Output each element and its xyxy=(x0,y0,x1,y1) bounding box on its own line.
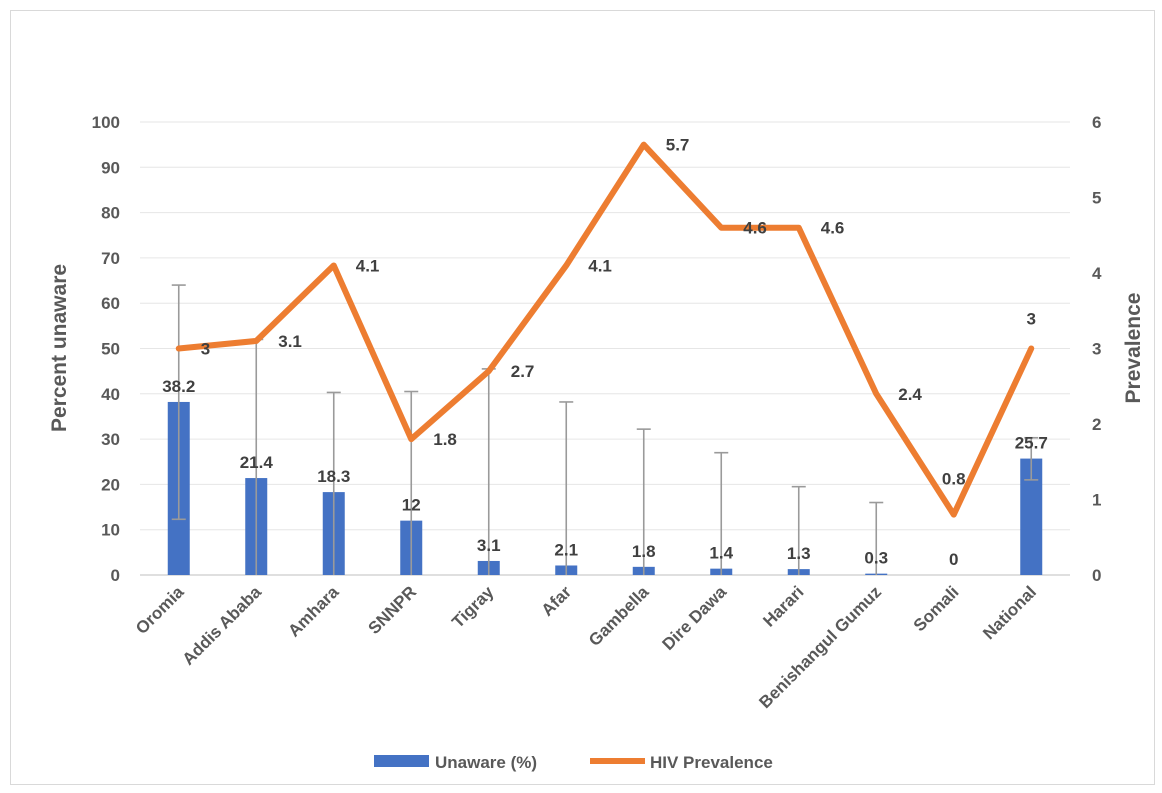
bar-value-label: 1.8 xyxy=(632,542,656,561)
y2-tick-label: 4 xyxy=(1092,264,1102,283)
y2-tick-label: 1 xyxy=(1092,491,1101,510)
bar xyxy=(1020,458,1043,575)
bar-value-label: 25.7 xyxy=(1015,434,1048,453)
chart-frame xyxy=(10,10,1155,785)
bar-data-labels: 38.2 21.4 18.3 12 3.1 2.1 1.8 1.4 1.3 0.3 0 25.7 xyxy=(162,377,1048,569)
y-tick-label: 40 xyxy=(101,385,120,404)
y-tick-label: 30 xyxy=(101,430,120,449)
line-value-label: 1.8 xyxy=(433,430,457,449)
category-label: National xyxy=(979,582,1040,643)
gridlines xyxy=(140,121,1070,576)
category-label: Somali xyxy=(910,582,963,635)
line-value-label: 4.1 xyxy=(588,256,612,275)
line-value-label: 4.1 xyxy=(356,256,380,275)
category-label: Addis Ababa xyxy=(179,582,266,669)
line-value-label: 3 xyxy=(1027,310,1036,329)
line-value-label: 0.8 xyxy=(942,470,966,489)
line-value-label: 2.7 xyxy=(511,362,535,381)
y-tick-label: 0 xyxy=(111,566,120,585)
bars-unaware xyxy=(167,401,1043,575)
line-value-label: 3 xyxy=(201,340,210,359)
category-label: SNNPR xyxy=(365,582,421,638)
y2-tick-label: 2 xyxy=(1092,415,1101,434)
category-label: Amhara xyxy=(284,582,343,641)
prevalence-line xyxy=(175,141,1035,518)
bar-value-label: 0 xyxy=(949,550,958,569)
line-hiv-prevalence xyxy=(175,141,1035,518)
y-tick-label: 90 xyxy=(101,158,120,177)
error-bars xyxy=(171,284,1039,575)
category-label: Gambella xyxy=(585,582,653,650)
category-label: Harari xyxy=(759,582,807,630)
y2-tick-label: 0 xyxy=(1092,566,1101,585)
legend-label-unaware: Unaware (%) xyxy=(435,753,537,772)
y2-tick-label: 5 xyxy=(1092,189,1101,208)
bar-value-label: 0.3 xyxy=(864,549,888,568)
bar-value-label: 3.1 xyxy=(477,536,501,555)
bar-value-label: 21.4 xyxy=(240,453,274,472)
line-value-label: 3.1 xyxy=(278,332,302,351)
bar-value-label: 38.2 xyxy=(162,377,195,396)
left-axis-ticks: 0 10 20 30 40 50 60 70 80 90 100 xyxy=(92,113,120,585)
legend: Unaware (%) HIV Prevalence xyxy=(374,753,773,772)
legend-label-prevalence: HIV Prevalence xyxy=(650,753,773,772)
y-axis-title: Percent unaware xyxy=(48,264,71,432)
y2-tick-label: 6 xyxy=(1092,113,1101,132)
y-tick-label: 60 xyxy=(101,294,120,313)
y-tick-label: 20 xyxy=(101,475,120,494)
category-label: Dire Dawa xyxy=(659,582,731,654)
line-value-label: 4.6 xyxy=(821,219,845,238)
legend-swatch-unaware xyxy=(374,755,429,767)
bar-value-label: 12 xyxy=(402,496,421,515)
line-data-labels: 3 3.1 4.1 1.8 2.7 4.1 5.7 4.6 4.6 2.4 0.8 3 xyxy=(201,136,1036,489)
line-value-label: 5.7 xyxy=(666,136,690,155)
y2-axis-title: Prevalence xyxy=(1122,293,1145,404)
y2-tick-label: 3 xyxy=(1092,340,1101,359)
category-label: Afar xyxy=(538,582,576,620)
y-tick-label: 10 xyxy=(101,521,120,540)
bar-value-label: 2.1 xyxy=(554,540,578,559)
category-label: Tigray xyxy=(448,582,498,632)
bar-value-label: 1.3 xyxy=(787,544,811,563)
y-tick-label: 100 xyxy=(92,113,120,132)
bar-value-label: 18.3 xyxy=(317,467,350,486)
y-tick-label: 50 xyxy=(101,340,120,359)
bar-value-label: 1.4 xyxy=(709,544,733,563)
right-axis-ticks: 0 1 2 3 4 5 6 xyxy=(1092,113,1102,585)
y-tick-label: 70 xyxy=(101,249,120,268)
line-value-label: 2.4 xyxy=(898,385,922,404)
category-label: Oromia xyxy=(132,582,188,638)
line-value-label: 4.6 xyxy=(743,219,767,238)
y-tick-label: 80 xyxy=(101,204,120,223)
